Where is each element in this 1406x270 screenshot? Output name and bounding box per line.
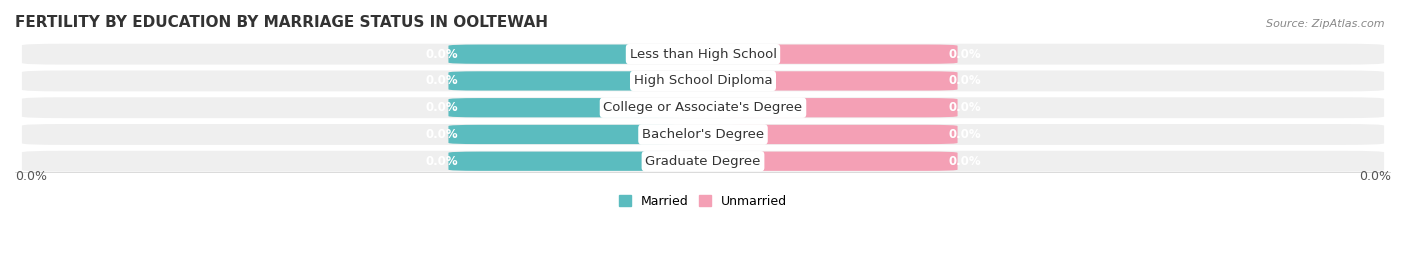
Text: 0.0%: 0.0% [948, 48, 981, 61]
Text: 0.0%: 0.0% [425, 155, 458, 168]
Text: 0.0%: 0.0% [425, 128, 458, 141]
FancyBboxPatch shape [717, 98, 957, 117]
Text: High School Diploma: High School Diploma [634, 75, 772, 87]
FancyBboxPatch shape [449, 151, 689, 171]
FancyBboxPatch shape [449, 98, 689, 117]
FancyBboxPatch shape [717, 45, 957, 64]
FancyBboxPatch shape [22, 97, 1384, 118]
Text: Bachelor's Degree: Bachelor's Degree [643, 128, 763, 141]
FancyBboxPatch shape [22, 124, 1384, 145]
Text: 0.0%: 0.0% [948, 75, 981, 87]
FancyBboxPatch shape [717, 125, 957, 144]
FancyBboxPatch shape [22, 151, 1384, 172]
Text: 0.0%: 0.0% [425, 75, 458, 87]
FancyBboxPatch shape [449, 125, 689, 144]
Text: 0.0%: 0.0% [15, 170, 46, 183]
FancyBboxPatch shape [449, 71, 689, 90]
Text: College or Associate's Degree: College or Associate's Degree [603, 101, 803, 114]
Text: 0.0%: 0.0% [425, 101, 458, 114]
Text: 0.0%: 0.0% [948, 128, 981, 141]
Text: FERTILITY BY EDUCATION BY MARRIAGE STATUS IN OOLTEWAH: FERTILITY BY EDUCATION BY MARRIAGE STATU… [15, 15, 548, 30]
Text: 0.0%: 0.0% [948, 101, 981, 114]
FancyBboxPatch shape [22, 44, 1384, 65]
Text: 0.0%: 0.0% [1360, 170, 1391, 183]
Text: 0.0%: 0.0% [948, 155, 981, 168]
FancyBboxPatch shape [717, 71, 957, 90]
FancyBboxPatch shape [449, 45, 689, 64]
FancyBboxPatch shape [717, 151, 957, 171]
Text: Less than High School: Less than High School [630, 48, 776, 61]
Text: 0.0%: 0.0% [425, 48, 458, 61]
Text: Graduate Degree: Graduate Degree [645, 155, 761, 168]
Text: Source: ZipAtlas.com: Source: ZipAtlas.com [1267, 19, 1385, 29]
FancyBboxPatch shape [22, 70, 1384, 91]
Legend: Married, Unmarried: Married, Unmarried [613, 190, 793, 213]
